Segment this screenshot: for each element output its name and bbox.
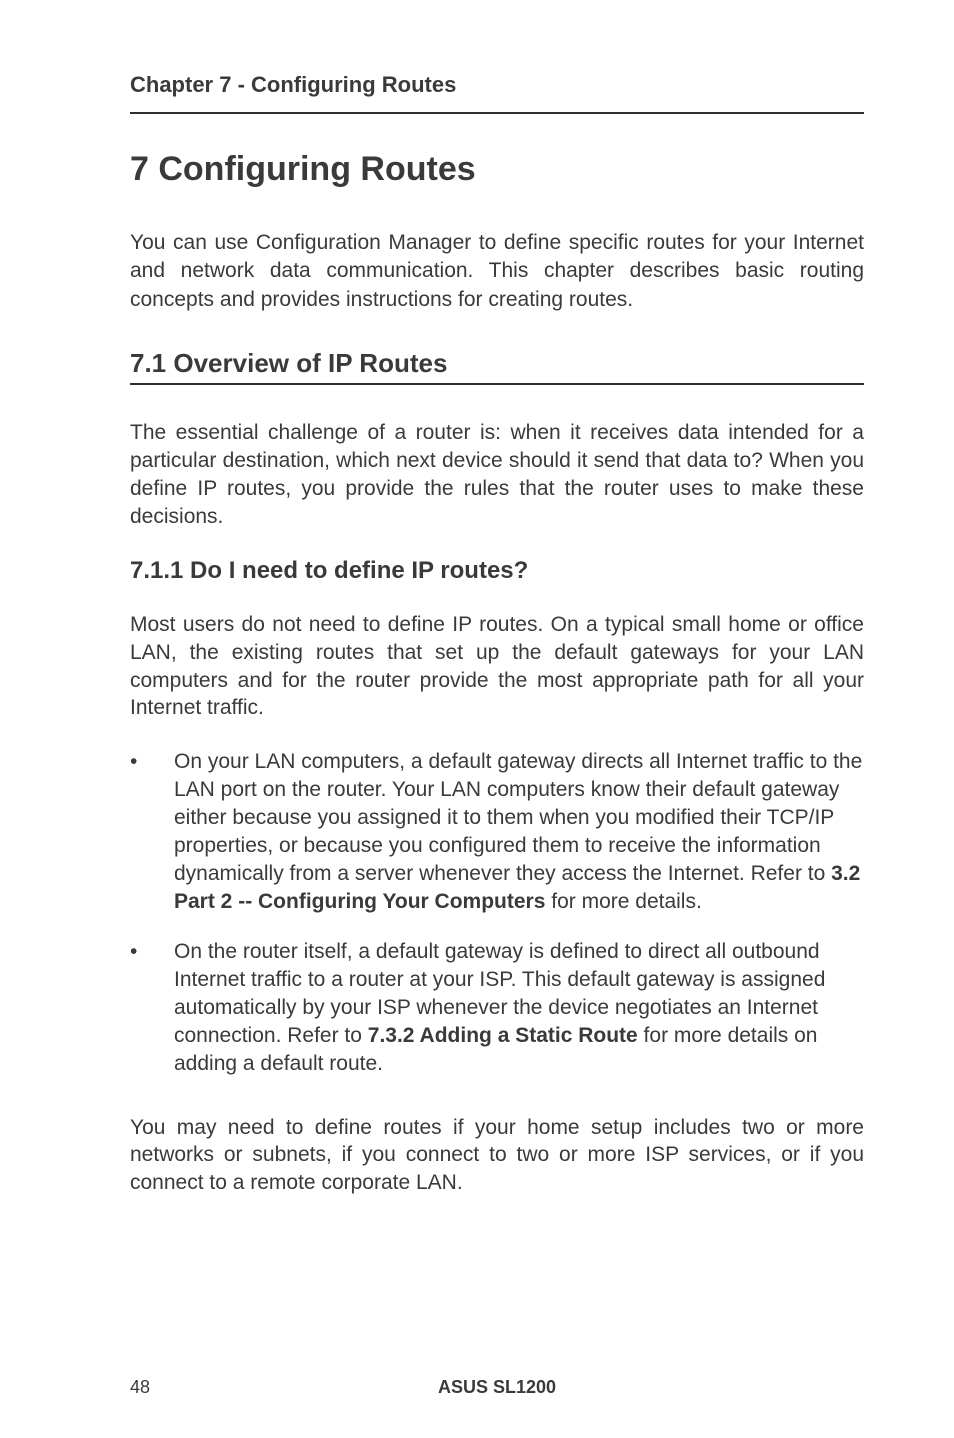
bullet-dot-icon: • — [130, 938, 174, 1078]
bullet-dot-icon: • — [130, 748, 174, 916]
page-number: 48 — [130, 1377, 190, 1398]
intro-paragraph: You can use Configuration Manager to def… — [130, 229, 864, 314]
list-item-text: On the router itself, a default gateway … — [174, 938, 864, 1078]
rule-top — [130, 112, 864, 114]
section-heading: 7.1 Overview of IP Routes — [130, 348, 447, 381]
list-item-pre: On your LAN computers, a default gateway… — [174, 750, 862, 885]
subsection-heading: 7.1.1 Do I need to define IP routes? — [130, 557, 864, 585]
paragraph-2: Most users do not need to define IP rout… — [130, 611, 864, 723]
list-item: • On your LAN computers, a default gatew… — [130, 748, 864, 916]
section-underline — [130, 383, 864, 385]
bullet-list: • On your LAN computers, a default gatew… — [130, 748, 864, 1099]
list-item-bold: 7.3.2 Adding a Static Route — [368, 1024, 638, 1047]
chapter-title: 7 Configuring Routes — [130, 150, 864, 189]
paragraph-1: The essential challenge of a router is: … — [130, 419, 864, 531]
list-item: • On the router itself, a default gatewa… — [130, 938, 864, 1078]
running-head: Chapter 7 - Configuring Routes — [130, 72, 864, 98]
paragraph-3: You may need to define routes if your ho… — [130, 1114, 864, 1198]
list-item-text: On your LAN computers, a default gateway… — [174, 748, 864, 916]
footer-model: ASUS SL1200 — [190, 1377, 804, 1398]
list-item-post: for more details. — [545, 890, 701, 913]
page-footer: 48 ASUS SL1200 — [130, 1377, 864, 1398]
